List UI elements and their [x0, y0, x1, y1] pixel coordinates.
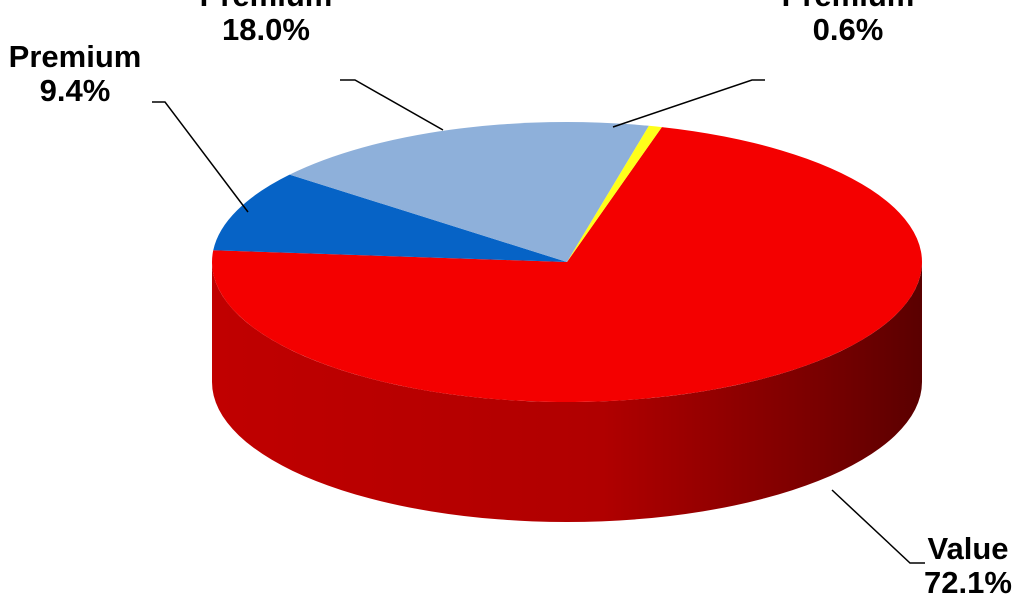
slice-value	[212, 127, 922, 402]
leader-lines	[152, 79, 925, 564]
leader-line-high-end-premium	[340, 79, 444, 131]
slice-premium	[213, 174, 567, 262]
slice-super-premium	[567, 125, 662, 263]
data-label-high-end-premium-percent: 18.0%	[222, 12, 310, 47]
data-label-premium-name: Premium	[9, 39, 142, 74]
data-label-premium-percent: 9.4%	[40, 73, 111, 108]
leader-line-premium	[152, 101, 249, 213]
slice-high-end-premium	[289, 122, 649, 262]
leader-line-value	[831, 489, 925, 564]
pie-side-wall	[212, 262, 922, 522]
data-label-value-name: Value	[928, 531, 1009, 566]
side-wall-value	[212, 262, 922, 522]
data-label-high-end-premium-name: Premium	[200, 0, 333, 13]
pie-top-face	[212, 122, 922, 402]
data-label-value-percent: 72.1%	[924, 565, 1012, 600]
data-label-super-premium-percent: 0.6%	[813, 12, 884, 47]
leader-line-super-premium	[612, 79, 765, 128]
data-label-super-premium-name: Premium	[782, 0, 915, 13]
